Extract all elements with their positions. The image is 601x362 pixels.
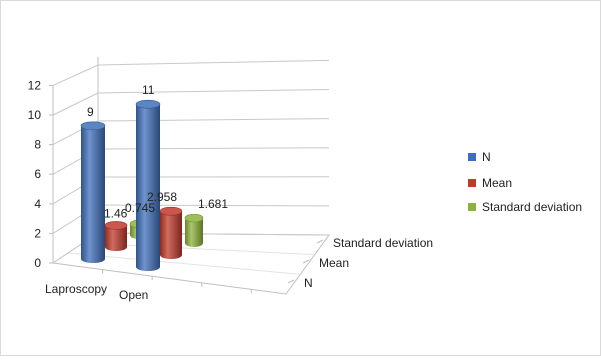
y-tick-label: 12: [28, 78, 42, 92]
depth-category-label: Mean: [319, 256, 349, 270]
depth-category-label: N: [304, 276, 313, 290]
cylinder-body: [136, 104, 160, 271]
gridline-back: [98, 90, 329, 94]
y-tick-label: 2: [34, 226, 41, 240]
legend-item-mean: Mean: [468, 176, 512, 190]
data-label: 1.681: [198, 197, 228, 211]
depth-category-label: Standard deviation: [333, 236, 433, 250]
y-axis-ticks: 0 2 4 6 8 10 12: [28, 78, 42, 270]
legend-swatch: [468, 203, 476, 211]
bar-n-open: [136, 100, 160, 271]
cylinder-top: [160, 207, 182, 215]
y-tick-label: 8: [34, 138, 41, 152]
gridline-back: [98, 119, 329, 121]
bar-mean-laproscopy: [105, 221, 127, 251]
gridline-side: [53, 65, 98, 85]
bar-mean-open: [160, 207, 182, 259]
legend: N Mean Standard deviation: [468, 150, 582, 214]
legend-label: Mean: [482, 176, 512, 190]
legend-item-standard-deviation: Standard deviation: [468, 200, 582, 214]
cylinder-body: [160, 211, 182, 259]
gridline-back: [98, 60, 329, 65]
x-axis-categories: Laproscopy Open: [45, 282, 148, 302]
x-category-label: Laproscopy: [45, 282, 107, 296]
legend-label: N: [482, 150, 491, 164]
gridline-back: [98, 148, 329, 149]
y-tick-label: 10: [28, 108, 42, 122]
x-category-label: Open: [119, 288, 148, 302]
y-tick-label: 4: [34, 197, 41, 211]
cylinder-top: [81, 122, 105, 130]
cylinder-top: [185, 214, 203, 222]
y-tick-label: 0: [34, 256, 41, 270]
cylinder-top: [105, 221, 127, 229]
y-tick-label: 6: [34, 167, 41, 181]
bar-standard-deviation-open: [185, 214, 203, 247]
cylinder-body: [81, 126, 105, 263]
data-label: 9: [87, 105, 94, 119]
legend-swatch: [468, 179, 476, 187]
data-label: 11: [142, 83, 155, 97]
legend-item-n: N: [468, 150, 491, 164]
bar-n-laproscopy: [81, 122, 105, 263]
data-label: 0.745: [125, 201, 155, 215]
legend-label: Standard deviation: [482, 200, 582, 214]
cylinder-body: [185, 218, 203, 247]
legend-swatch: [468, 153, 476, 161]
cylinder-top: [136, 100, 160, 108]
